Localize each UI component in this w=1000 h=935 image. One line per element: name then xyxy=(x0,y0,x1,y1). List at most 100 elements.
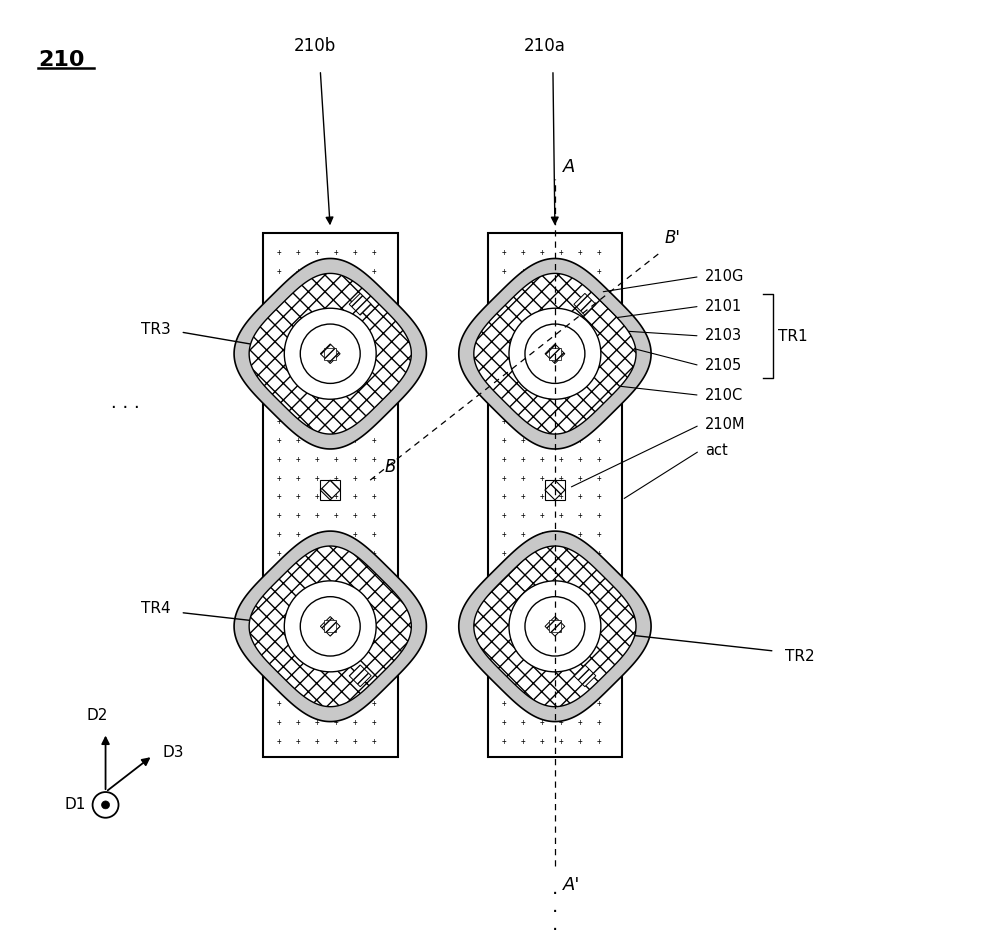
Text: +: + xyxy=(558,624,563,633)
Text: +: + xyxy=(501,361,506,370)
Text: +: + xyxy=(334,324,338,332)
Text: +: + xyxy=(539,549,544,558)
Text: +: + xyxy=(558,286,563,295)
Text: D1: D1 xyxy=(64,798,86,813)
Text: +: + xyxy=(539,681,544,689)
Text: +: + xyxy=(596,342,601,352)
Text: +: + xyxy=(501,286,506,295)
Text: +: + xyxy=(596,454,601,464)
Bar xyxy=(549,621,561,632)
Text: +: + xyxy=(596,493,601,501)
Text: +: + xyxy=(577,662,582,670)
Text: +: + xyxy=(277,568,281,577)
Text: +: + xyxy=(558,436,563,445)
Text: +: + xyxy=(539,342,544,352)
Text: +: + xyxy=(501,380,506,389)
Text: A: A xyxy=(563,158,575,176)
Text: +: + xyxy=(372,737,376,746)
Text: +: + xyxy=(315,342,319,352)
Text: +: + xyxy=(315,493,319,501)
Text: +: + xyxy=(334,624,338,633)
Text: +: + xyxy=(558,605,563,614)
Text: B: B xyxy=(384,458,396,476)
Text: +: + xyxy=(372,568,376,577)
Text: +: + xyxy=(315,417,319,426)
Text: +: + xyxy=(277,681,281,689)
Text: +: + xyxy=(520,305,525,313)
Polygon shape xyxy=(349,665,371,686)
Text: +: + xyxy=(520,511,525,520)
Text: +: + xyxy=(520,530,525,539)
Text: +: + xyxy=(372,380,376,389)
Text: +: + xyxy=(353,718,357,727)
Text: +: + xyxy=(372,511,376,520)
Text: +: + xyxy=(334,398,338,408)
Text: +: + xyxy=(558,511,563,520)
Text: +: + xyxy=(334,493,338,501)
Text: +: + xyxy=(315,530,319,539)
Text: +: + xyxy=(315,624,319,633)
Text: +: + xyxy=(501,248,506,257)
Polygon shape xyxy=(249,273,411,434)
Text: +: + xyxy=(296,380,300,389)
Text: +: + xyxy=(520,718,525,727)
Text: +: + xyxy=(558,549,563,558)
Text: +: + xyxy=(501,737,506,746)
Text: +: + xyxy=(596,417,601,426)
Text: +: + xyxy=(334,737,338,746)
Text: +: + xyxy=(539,474,544,482)
Text: +: + xyxy=(296,286,300,295)
Text: +: + xyxy=(315,286,319,295)
Text: +: + xyxy=(372,305,376,313)
Text: +: + xyxy=(596,605,601,614)
Text: +: + xyxy=(334,361,338,370)
Text: +: + xyxy=(353,305,357,313)
Text: 2103: 2103 xyxy=(705,328,742,343)
Text: +: + xyxy=(372,361,376,370)
Text: +: + xyxy=(596,361,601,370)
Text: +: + xyxy=(558,493,563,501)
Text: +: + xyxy=(577,681,582,689)
Text: TR4: TR4 xyxy=(141,601,170,616)
Text: +: + xyxy=(315,380,319,389)
Text: +: + xyxy=(277,624,281,633)
Text: +: + xyxy=(315,361,319,370)
Text: +: + xyxy=(596,737,601,746)
Text: +: + xyxy=(296,586,300,596)
Text: +: + xyxy=(596,511,601,520)
Text: +: + xyxy=(520,699,525,708)
Text: A': A' xyxy=(563,876,580,894)
Text: 210G: 210G xyxy=(705,269,744,284)
Text: +: + xyxy=(353,662,357,670)
Text: +: + xyxy=(372,662,376,670)
Text: +: + xyxy=(596,324,601,332)
Text: +: + xyxy=(296,266,300,276)
Text: +: + xyxy=(539,568,544,577)
Text: +: + xyxy=(334,342,338,352)
Text: B': B' xyxy=(665,229,681,247)
Polygon shape xyxy=(320,344,340,364)
Text: +: + xyxy=(501,624,506,633)
Text: +: + xyxy=(520,398,525,408)
Text: act: act xyxy=(705,443,727,458)
Text: +: + xyxy=(334,454,338,464)
Text: +: + xyxy=(353,568,357,577)
Text: +: + xyxy=(501,586,506,596)
Text: +: + xyxy=(372,266,376,276)
Text: +: + xyxy=(334,417,338,426)
Text: +: + xyxy=(277,324,281,332)
Text: +: + xyxy=(353,643,357,652)
Polygon shape xyxy=(320,481,340,500)
Text: +: + xyxy=(501,530,506,539)
Text: +: + xyxy=(596,662,601,670)
Text: +: + xyxy=(577,605,582,614)
Text: +: + xyxy=(353,380,357,389)
Text: +: + xyxy=(315,305,319,313)
Text: +: + xyxy=(315,718,319,727)
Polygon shape xyxy=(349,294,371,315)
Text: +: + xyxy=(353,737,357,746)
Text: +: + xyxy=(520,605,525,614)
Text: +: + xyxy=(501,643,506,652)
Text: +: + xyxy=(539,624,544,633)
Text: .: . xyxy=(552,880,558,899)
